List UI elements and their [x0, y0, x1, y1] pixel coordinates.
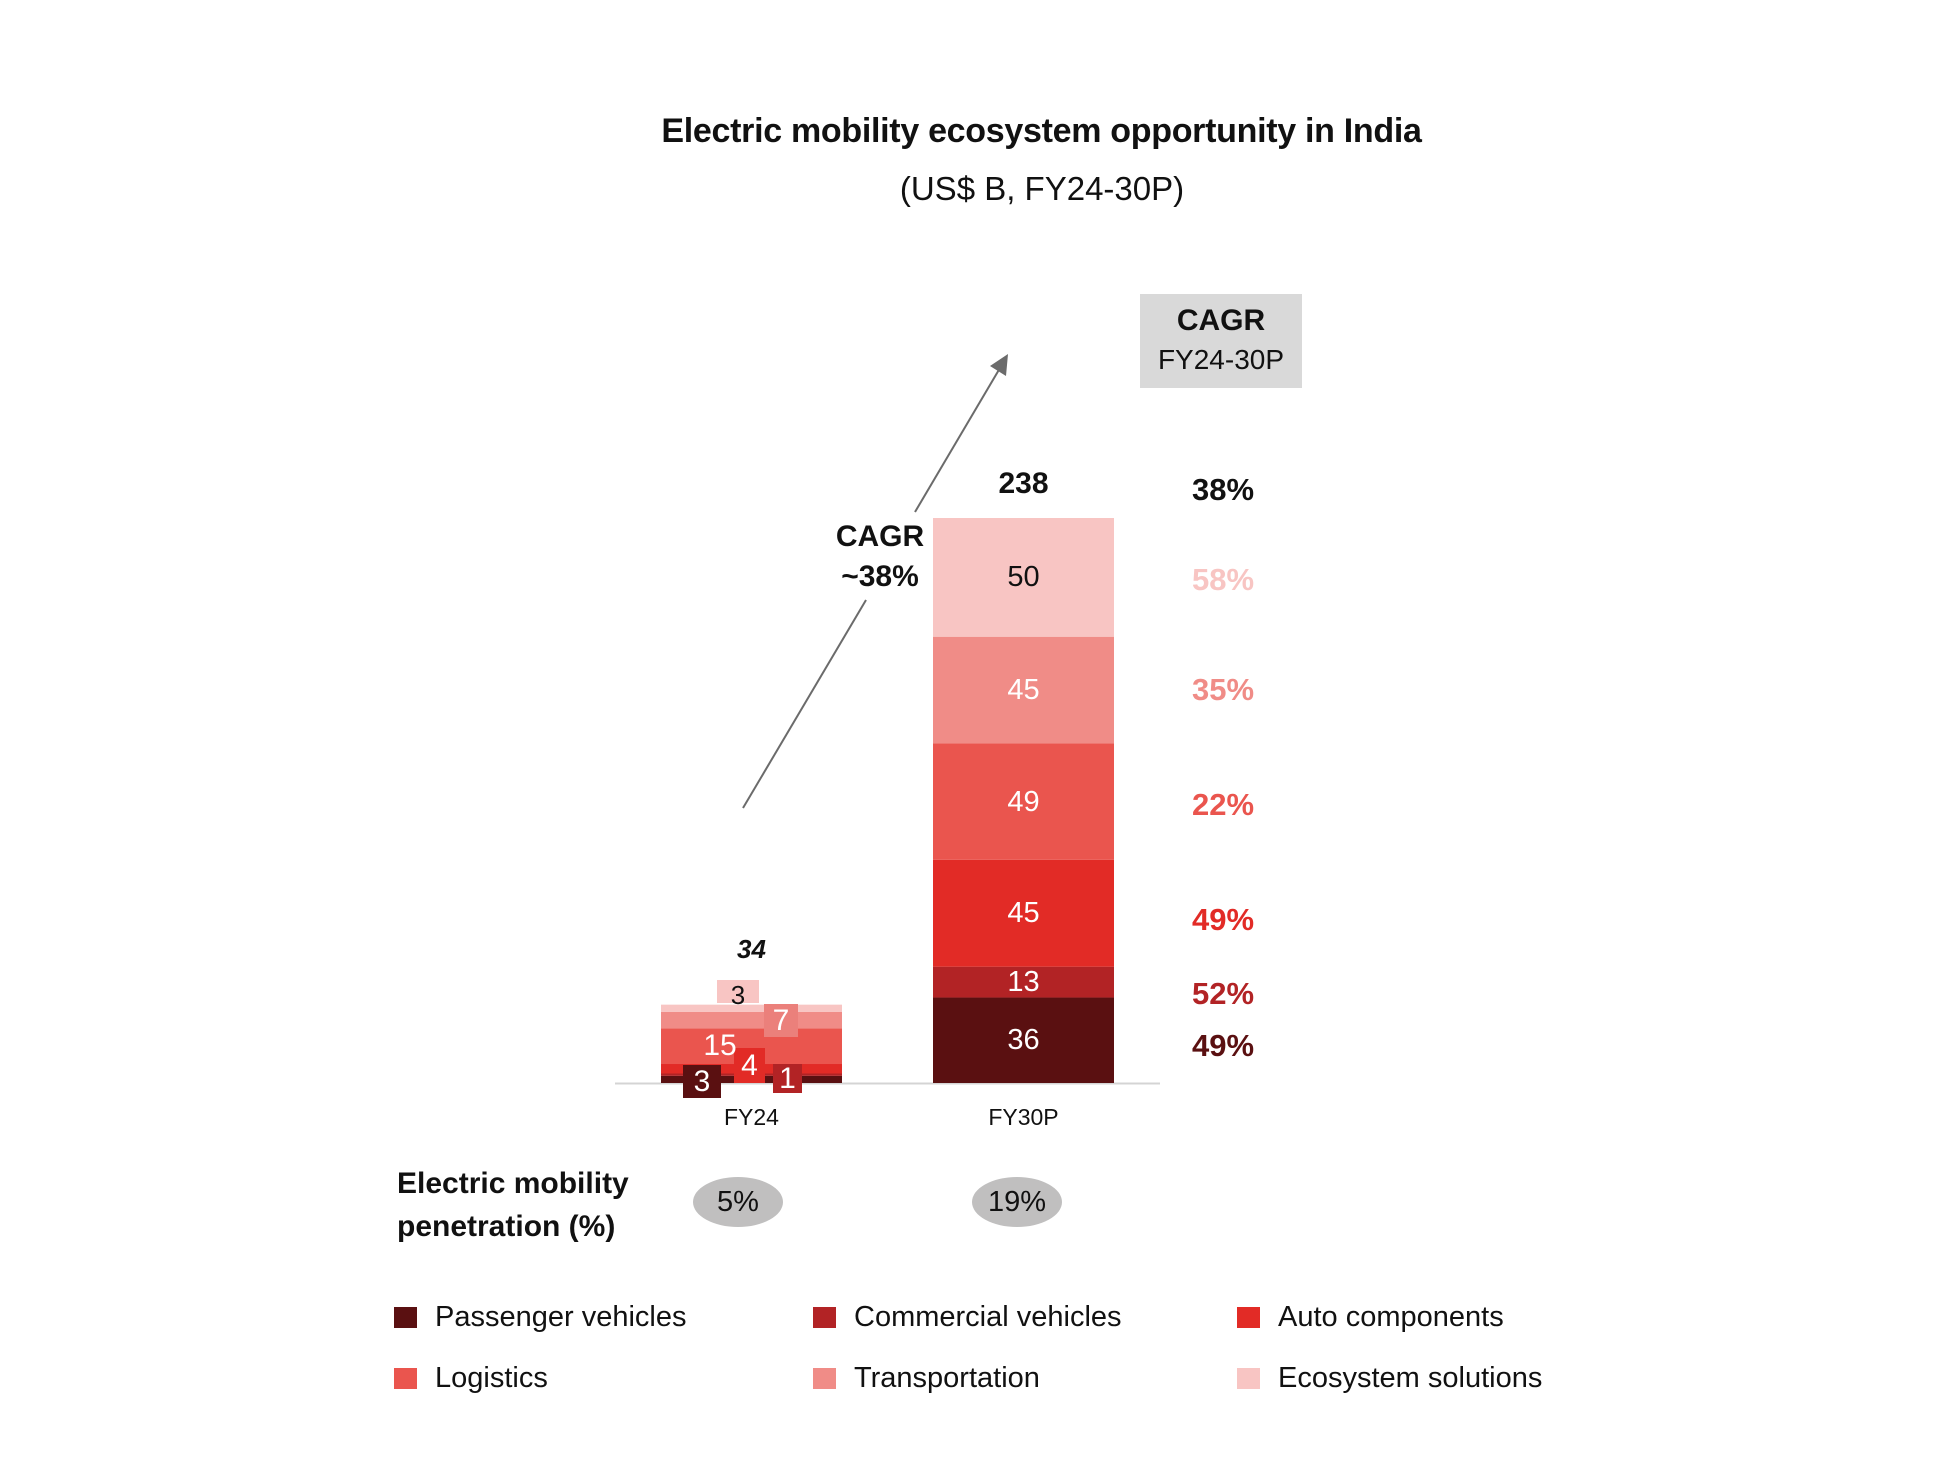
penetration-label-line2: penetration (%) — [397, 1210, 616, 1243]
segment-value-passenger-vehicles-fy24: 3 — [683, 1065, 721, 1098]
legend-item-ecosystem-solutions: Ecosystem solutions — [1237, 1361, 1543, 1394]
legend-swatch — [1237, 1367, 1260, 1389]
legend-swatch — [1237, 1306, 1260, 1328]
total-label-fy30p: 238 — [998, 467, 1049, 500]
legend-item-commercial-vehicles: Commercial vehicles — [813, 1300, 1122, 1333]
segment-value-commercial-vehicles-fy24: 1 — [773, 1064, 802, 1094]
segment-value-auto-components-fy30p: 45 — [1007, 897, 1040, 930]
growth-arrow — [742, 354, 1008, 809]
legend-item-transportation: Transportation — [813, 1361, 1040, 1394]
legend-label: Transportation — [854, 1361, 1040, 1394]
total-label-fy24: 34 — [737, 934, 766, 964]
cagr-value-commercial-vehicles: 52% — [1192, 976, 1255, 1011]
legend-item-auto-components: Auto components — [1237, 1300, 1504, 1333]
cagr-header-period: FY24-30P — [1157, 344, 1285, 375]
legend-swatch — [394, 1306, 417, 1328]
cagr-value-passenger-vehicles: 49% — [1192, 1028, 1255, 1063]
segment-value-ecosystem-solutions-fy30p: 50 — [1007, 561, 1040, 594]
bar-segment-ecosystem-solutions-fy24 — [661, 1004, 842, 1012]
cagr-value-auto-components: 49% — [1192, 902, 1255, 937]
segment-value-ecosystem-solutions-fy24: 3 — [717, 980, 759, 1010]
bar-segment-commercial-vehicles-fy30p — [933, 966, 1114, 998]
bar-segment-logistics-fy30p — [933, 743, 1114, 860]
legend-label: Ecosystem solutions — [1278, 1361, 1543, 1394]
arrow-line-lower — [742, 599, 867, 809]
x-tick-label-fy30p: FY30P — [988, 1104, 1059, 1130]
penetration-badge-fy24: 5% — [693, 1177, 783, 1227]
bar-segment-passenger-vehicles-fy30p — [933, 997, 1114, 1083]
segment-value-passenger-vehicles-fy30p: 36 — [1007, 1024, 1040, 1057]
penetration-label: Electric mobility penetration (%) — [397, 1162, 629, 1248]
legend-item-logistics: Logistics — [394, 1361, 548, 1394]
bar-segment-ecosystem-solutions-fy30p — [933, 518, 1114, 637]
legend-swatch — [813, 1367, 836, 1389]
bar-fy30p — [933, 518, 1114, 1083]
chart-title: Electric mobility ecosystem opportunity … — [661, 112, 1422, 150]
cagr-header-title: CAGR — [1176, 304, 1266, 337]
segment-value-commercial-vehicles-fy30p: 13 — [1007, 966, 1040, 999]
legend-label: Auto components — [1278, 1300, 1504, 1333]
cagr-annotation-title: CAGR — [835, 520, 925, 553]
segment-value-auto-components-fy24: 4 — [734, 1048, 765, 1083]
segment-value-logistics-fy24: 15 — [703, 1029, 737, 1062]
legend-label: Logistics — [435, 1361, 548, 1394]
bar-segment-auto-components-fy30p — [933, 859, 1114, 967]
bar-segment-transportation-fy24 — [661, 1011, 842, 1029]
chart-subtitle: (US$ B, FY24-30P) — [899, 170, 1185, 207]
legend-swatch — [813, 1306, 836, 1328]
bar-segment-transportation-fy30p — [933, 636, 1114, 744]
legend-label: Commercial vehicles — [854, 1300, 1122, 1333]
penetration-badge-fy30p: 19% — [972, 1177, 1062, 1227]
x-tick-label-fy24: FY24 — [724, 1104, 779, 1130]
legend-item-passenger-vehicles: Passenger vehicles — [394, 1300, 687, 1333]
cagr-value-ecosystem-solutions: 58% — [1192, 562, 1255, 597]
arrow-line-upper — [914, 367, 1001, 513]
cagr-value-logistics: 22% — [1192, 787, 1255, 822]
segment-value-transportation-fy24: 7 — [764, 1004, 798, 1037]
cagr-annotation: CAGR ~38% — [820, 517, 940, 597]
cagr-value-transportation: 35% — [1192, 672, 1255, 707]
cagr-value-total: 38% — [1192, 472, 1255, 507]
segment-value-transportation-fy30p: 45 — [1007, 674, 1040, 707]
arrow-head-icon — [990, 354, 1008, 376]
segment-value-logistics-fy30p: 49 — [1007, 785, 1040, 818]
legend-swatch — [394, 1367, 417, 1389]
penetration-label-line1: Electric mobility — [397, 1167, 629, 1200]
cagr-header-box: CAGR FY24-30P — [1140, 294, 1302, 388]
cagr-annotation-value: ~38% — [841, 560, 919, 593]
legend-label: Passenger vehicles — [435, 1300, 687, 1333]
